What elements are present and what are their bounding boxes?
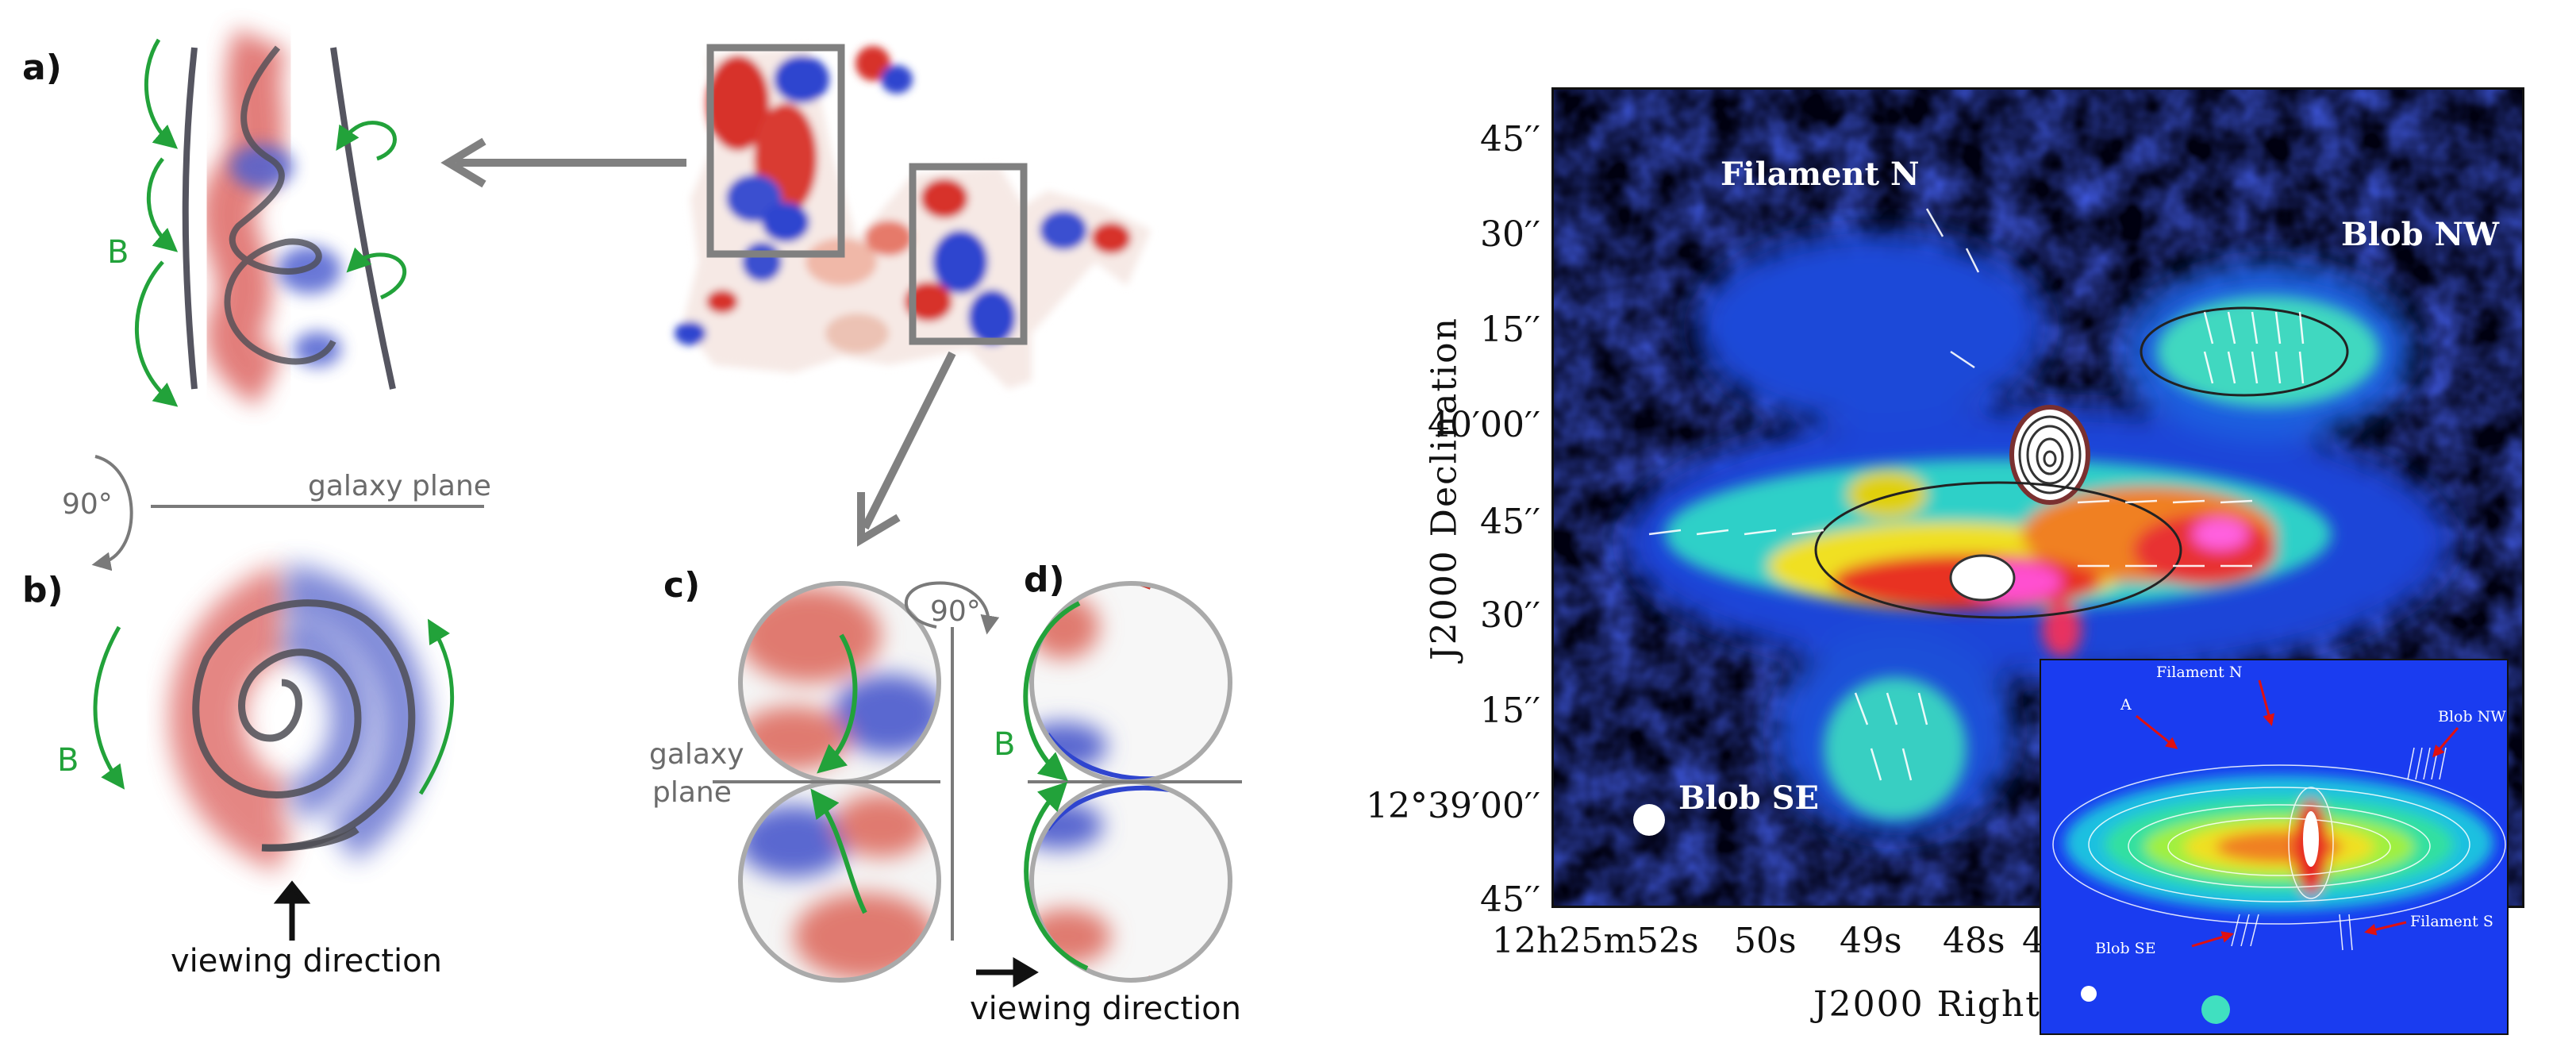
- velocity-map-box-lower: [909, 163, 1028, 345]
- panel-d-label: d): [1024, 560, 1065, 600]
- panel-a-label: a): [22, 48, 62, 88]
- radio-map-beam: [1633, 804, 1665, 836]
- panel-b-field-arrow-left: [93, 625, 125, 790]
- panel-a-field-arrow-5: [346, 247, 407, 300]
- map-y-axis-label: J2000 Declination: [1424, 317, 1465, 660]
- inset-label-blob-nw: Blob NW: [2438, 708, 2506, 725]
- map-y-tick: 15′′: [1480, 310, 1540, 350]
- panel-d-field-arrow-top: [1023, 601, 1081, 782]
- velocity-map-field: [675, 46, 1151, 389]
- galaxy-plane-label-a: galaxy plane: [308, 470, 491, 502]
- velocity-map-box-upper: [706, 44, 845, 258]
- map-x-tick: 12h25m52s: [1492, 921, 1699, 961]
- map-x-tick: 49s: [1840, 921, 1902, 961]
- panel-b-b-label: B: [57, 742, 79, 779]
- panel-b-spiral-tail: [261, 826, 359, 852]
- map-y-tick: 45′′: [1480, 502, 1540, 542]
- panel-d-field-arrow-bottom: [1024, 781, 1089, 971]
- panel-a-helix-line: [224, 45, 336, 365]
- radio-map-polarization-vectors: [1648, 208, 2305, 781]
- panel-c-field-arrow-top: [817, 633, 858, 774]
- inset-arrow-blob-se: [2191, 931, 2234, 948]
- panel-d-b-label: B: [994, 726, 1016, 763]
- panel-a-b-label: B: [107, 234, 129, 271]
- map-x-axis-label: J2000 Right: [1813, 984, 2041, 1025]
- panel-d-viewing-label: viewing direction: [970, 991, 1241, 1027]
- galaxy-plane-label-c-2: plane: [652, 776, 732, 809]
- map-y-tick: 30′′: [1480, 214, 1540, 255]
- map-x-tick: 50s: [1734, 921, 1797, 961]
- panel-b-label: b): [22, 570, 63, 610]
- panel-b-field-arrow-right: [418, 618, 455, 795]
- panel-a-left-boundary: [182, 47, 198, 390]
- panel-a-red-field: [200, 29, 288, 406]
- map-y-tick: 15′′: [1480, 691, 1540, 731]
- panel-c-bottom-fill: [740, 782, 939, 980]
- map-y-tick: 30′′: [1480, 595, 1540, 636]
- panel-b-viewing-label: viewing direction: [171, 943, 442, 979]
- panel-b-diagram: [93, 564, 455, 941]
- radio-map-core-contours: [1814, 306, 2349, 619]
- panel-b-spiral-line: [192, 599, 416, 852]
- panel-a-field-arrow-3: [134, 260, 179, 407]
- rotation-symbol-a: [91, 455, 484, 571]
- velocity-map: [440, 44, 1151, 547]
- panel-cd-diagram: [713, 581, 1242, 988]
- rotation-label-a: 90°: [62, 488, 113, 521]
- inset-label-filament-s: Filament S: [2410, 913, 2493, 930]
- panel-a-right-boundary: [330, 47, 396, 390]
- rotation-symbol-c: [904, 581, 1000, 635]
- map-label-blob-nw: Blob NW: [2341, 216, 2500, 253]
- rotation-label-c: 90°: [930, 595, 981, 628]
- panel-c-field-arrow-bottom: [810, 788, 867, 914]
- arrow-to-panel-c: [857, 351, 956, 547]
- inset-arrow-filament-s: [2364, 921, 2407, 936]
- inset-image: [2052, 679, 2506, 1024]
- arrow-to-panel-a: [440, 137, 686, 188]
- panel-d-top-fill: [1032, 583, 1230, 782]
- inset-label-a: A: [2120, 696, 2132, 714]
- map-label-blob-se: Blob SE: [1678, 779, 1819, 817]
- inset-map: Filament N A Blob NW Filament S Blob SE: [2040, 659, 2509, 1035]
- map-y-tick: 45′′: [1480, 879, 1540, 920]
- panel-a-field-arrow-2: [146, 157, 179, 252]
- panel-a-diagram: [134, 29, 407, 407]
- galaxy-plane-label-c-1: galaxy: [649, 738, 744, 771]
- map-x-tick: 48s: [1943, 921, 2005, 961]
- panel-d-viewing-arrow: [976, 956, 1039, 988]
- map-y-tick: 12°39′00′′: [1366, 786, 1540, 826]
- panel-a-field-arrow-1: [144, 38, 179, 149]
- panel-a-field-arrow-4: [336, 121, 397, 161]
- map-y-tick: 40′00′′: [1428, 405, 1540, 445]
- inset-arrow-blob-nw: [2432, 727, 2459, 758]
- panel-b-viewing-arrow: [273, 880, 311, 941]
- inset-arrow-a: [2136, 714, 2178, 749]
- inset-label-filament-n: Filament N: [2156, 664, 2243, 681]
- inset-arrow-filament-n: [2258, 679, 2275, 726]
- map-y-tick: 45′′: [1480, 119, 1540, 160]
- panel-c-label: c): [663, 565, 701, 606]
- map-label-filament-n: Filament N: [1721, 156, 1920, 193]
- inset-label-blob-se: Blob SE: [2095, 940, 2156, 957]
